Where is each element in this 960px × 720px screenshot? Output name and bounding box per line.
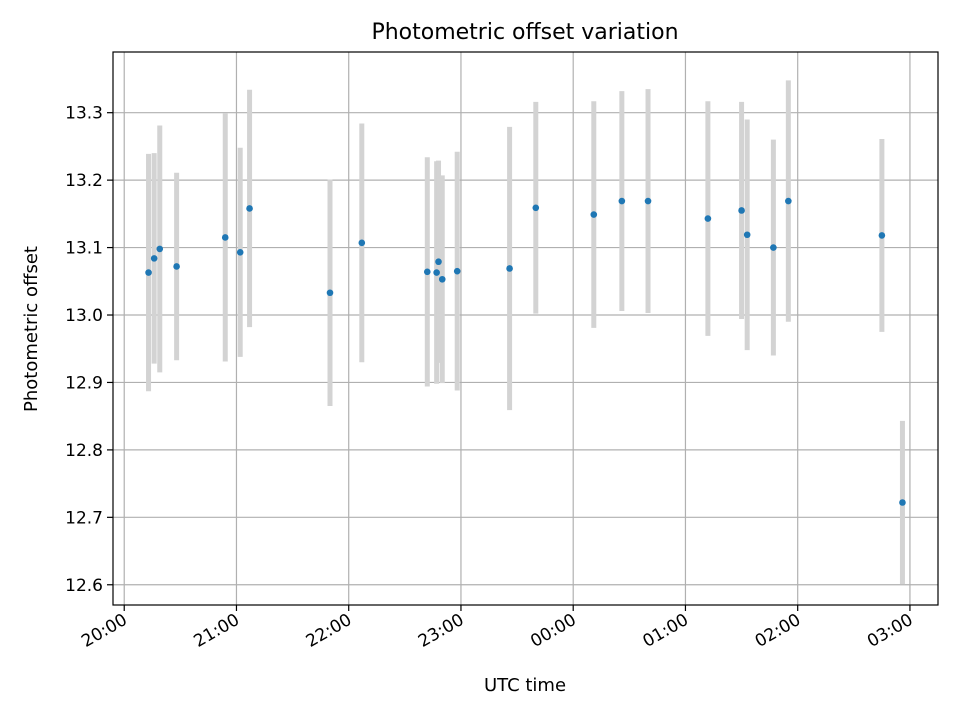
data-point (704, 215, 712, 222)
data-point (150, 255, 158, 262)
data-point (435, 258, 442, 266)
data-point (156, 245, 164, 253)
x-tick-label: 21:00 (191, 610, 243, 652)
data-point (433, 269, 440, 276)
x-tick-label: 00:00 (527, 610, 579, 652)
y-axis-label: Photometric offset (21, 246, 42, 412)
x-axis-label: UTC time (484, 675, 566, 696)
y-tick-label: 12.6 (65, 576, 103, 596)
y-tick-label: 12.9 (65, 373, 103, 393)
data-point (532, 204, 540, 212)
data-point (173, 263, 180, 270)
error-bars (146, 80, 905, 585)
data-point (618, 197, 626, 205)
plot-frame (112, 51, 939, 606)
x-tick-label: 20:00 (78, 610, 130, 652)
data-point (899, 499, 906, 506)
data-point (878, 232, 886, 239)
x-tick-label: 03:00 (864, 610, 916, 652)
chart-title: Photometric offset variation (371, 20, 678, 45)
data-point (770, 244, 777, 251)
x-tick-label: 01:00 (640, 610, 692, 652)
y-tick-label: 13.2 (65, 171, 103, 191)
y-tick-label: 12.8 (65, 441, 103, 461)
y-tick-label: 13.3 (65, 104, 103, 124)
data-point (358, 239, 366, 247)
data-point (644, 197, 652, 205)
data-point (743, 231, 751, 239)
data-point (221, 234, 229, 241)
x-tick-label: 23:00 (415, 610, 467, 652)
data-point (590, 211, 598, 218)
x-tick-label: 22:00 (303, 610, 355, 652)
data-point (438, 275, 446, 283)
x-tick-label: 02:00 (752, 610, 804, 652)
grid-lines (113, 52, 938, 605)
data-point (145, 269, 152, 276)
data-point (326, 289, 334, 297)
data-point (506, 265, 513, 272)
data-point (423, 268, 431, 276)
y-tick-label: 13.1 (65, 239, 103, 259)
data-point (785, 197, 792, 205)
y-tick-label: 13.0 (65, 306, 103, 326)
data-point (453, 267, 461, 275)
data-point (246, 205, 253, 212)
data-point (738, 207, 745, 214)
y-tick-label: 12.7 (65, 508, 103, 528)
data-points (145, 197, 906, 506)
data-point (236, 248, 244, 256)
